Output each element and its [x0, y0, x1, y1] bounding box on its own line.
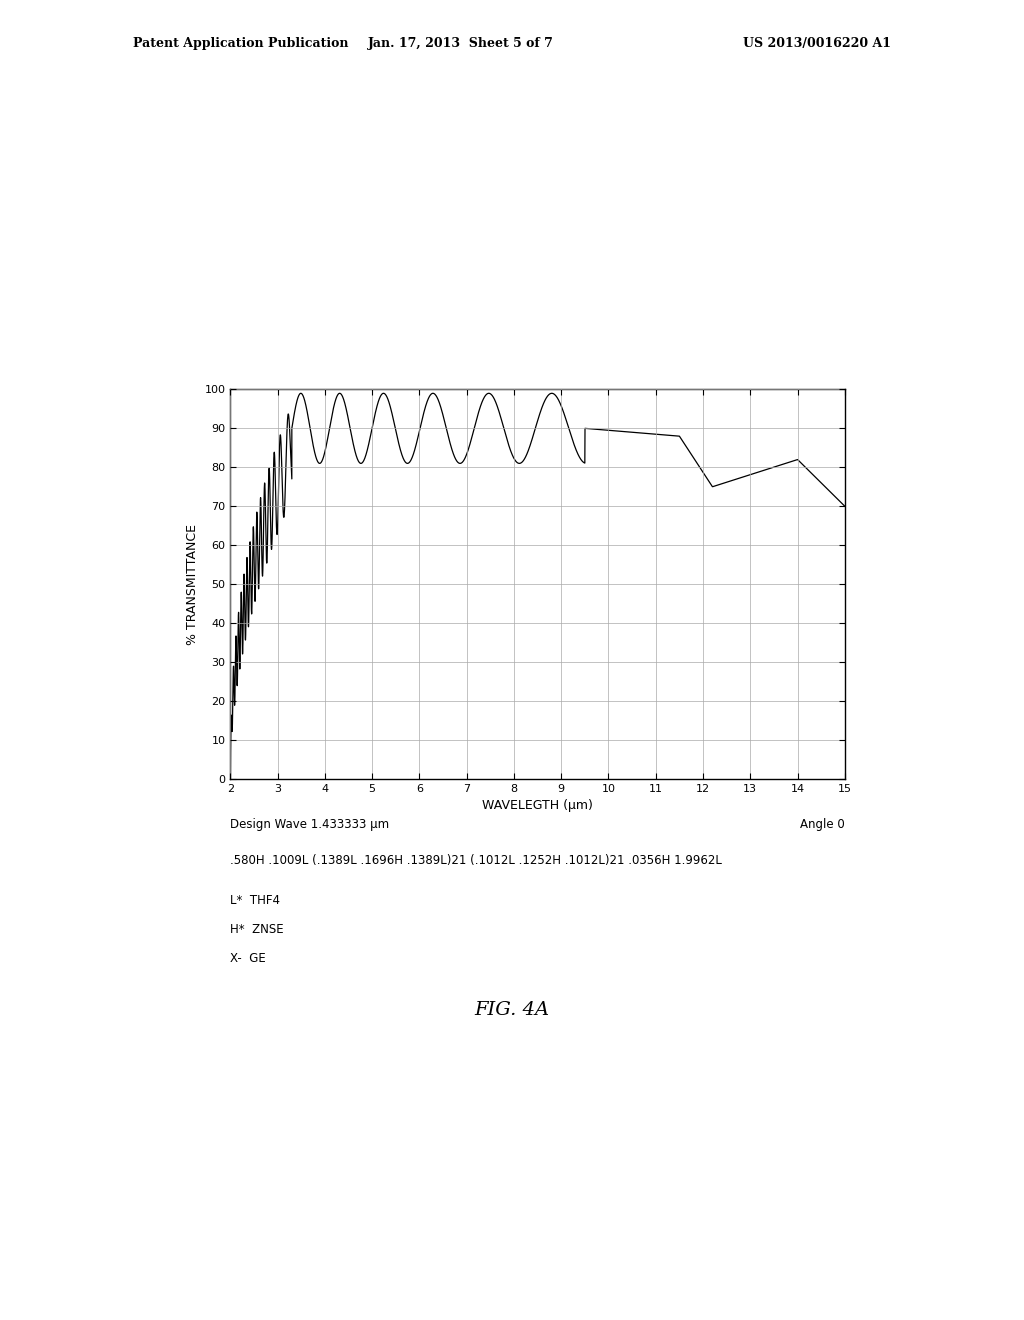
Text: US 2013/0016220 A1: US 2013/0016220 A1: [742, 37, 891, 50]
Text: Patent Application Publication: Patent Application Publication: [133, 37, 348, 50]
Text: H*  ZNSE: H* ZNSE: [230, 923, 284, 936]
Text: L*  THF4: L* THF4: [230, 894, 281, 907]
Y-axis label: % TRANSMITTANCE: % TRANSMITTANCE: [186, 524, 199, 644]
X-axis label: WAVELEGTH (μm): WAVELEGTH (μm): [482, 799, 593, 812]
Text: Design Wave 1.433333 μm: Design Wave 1.433333 μm: [230, 818, 389, 832]
Text: .580H .1009L (.1389L .1696H .1389L)21 (.1012L .1252H .1012L)21 .0356H 1.9962L: .580H .1009L (.1389L .1696H .1389L)21 (.…: [230, 854, 722, 867]
Text: Jan. 17, 2013  Sheet 5 of 7: Jan. 17, 2013 Sheet 5 of 7: [368, 37, 554, 50]
Text: FIG. 4A: FIG. 4A: [474, 1001, 550, 1019]
Text: Angle 0: Angle 0: [800, 818, 845, 832]
Text: X-  GE: X- GE: [230, 952, 266, 965]
